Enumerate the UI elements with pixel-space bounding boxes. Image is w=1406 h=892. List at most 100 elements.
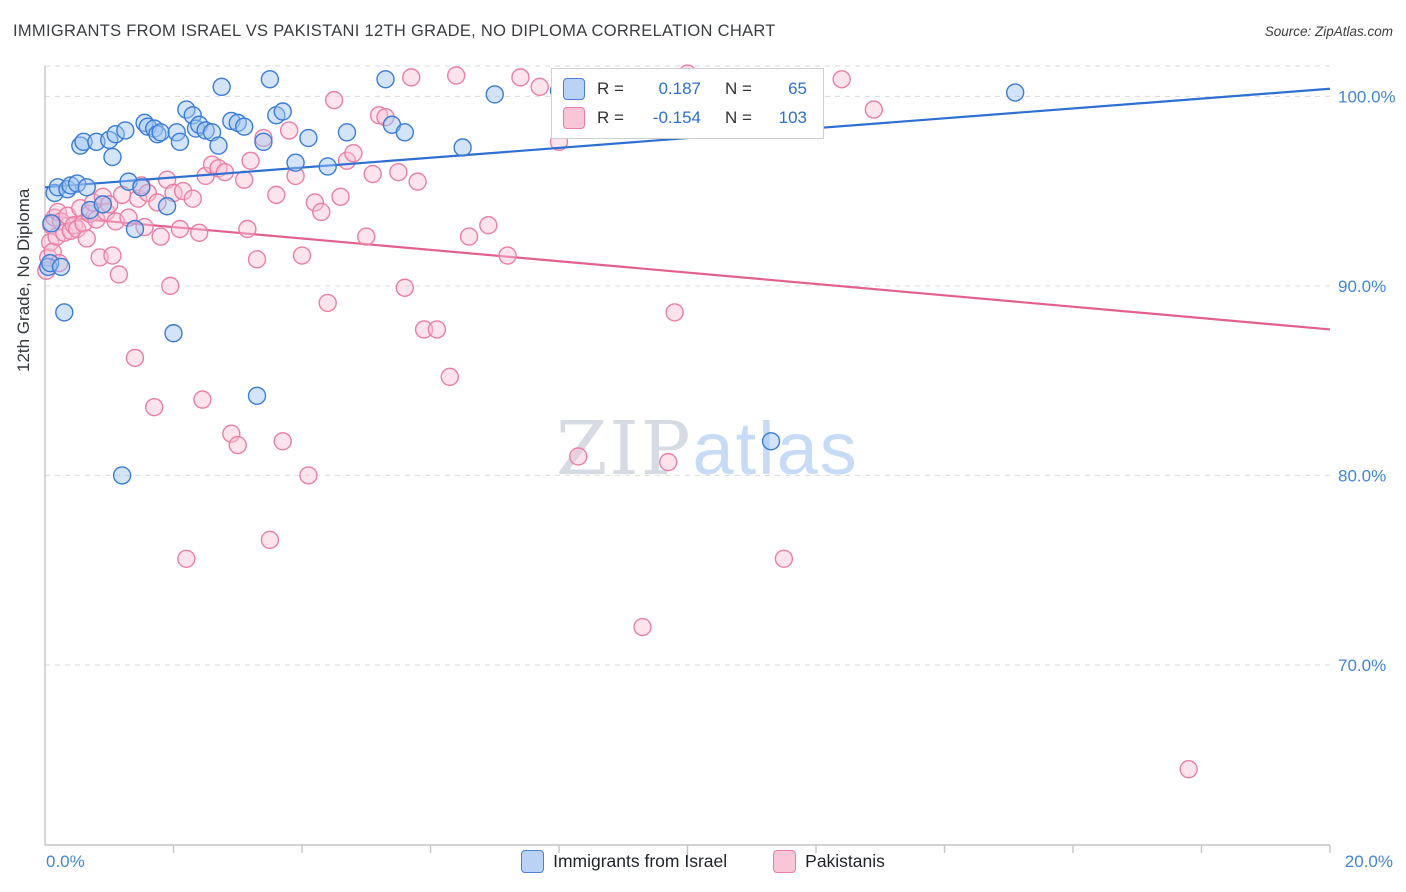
scatter-point-israel[interactable] xyxy=(74,132,93,152)
scatter-point-israel[interactable] xyxy=(164,324,183,343)
scatter-point-pakistanis[interactable] xyxy=(318,293,337,313)
scatter-point-pakistanis[interactable] xyxy=(241,151,260,170)
scatter-point-pakistanis[interactable] xyxy=(363,164,382,184)
page-title: IMMIGRANTS FROM ISRAEL VS PAKISTANI 12TH… xyxy=(13,22,776,40)
scatter-point-israel[interactable] xyxy=(157,197,177,216)
scatter-point-pakistanis[interactable] xyxy=(511,68,530,87)
scatter-point-pakistanis[interactable] xyxy=(119,208,138,227)
scatter-point-israel[interactable] xyxy=(286,153,305,172)
scatter-point-pakistanis[interactable] xyxy=(273,432,292,451)
scatter-point-israel[interactable] xyxy=(55,303,74,322)
scatter-point-israel[interactable] xyxy=(67,174,87,193)
scatter-point-pakistanis[interactable] xyxy=(177,549,196,568)
scatter-point-pakistanis[interactable] xyxy=(234,170,254,189)
scatter-point-pakistanis[interactable] xyxy=(389,162,408,182)
scatter-point-israel[interactable] xyxy=(453,138,472,157)
scatter-point-israel[interactable] xyxy=(376,70,395,89)
scatter-point-pakistanis[interactable] xyxy=(145,397,164,417)
scatter-point-pakistanis[interactable] xyxy=(279,121,299,140)
scatter-point-pakistanis[interactable] xyxy=(440,367,459,387)
scatter-point-israel[interactable] xyxy=(61,176,80,195)
scatter-point-israel[interactable] xyxy=(116,121,135,140)
scatter-point-pakistanis[interactable] xyxy=(193,390,212,409)
scatter-point-pakistanis[interactable] xyxy=(299,466,318,485)
scatter-point-israel[interactable] xyxy=(395,123,414,142)
scatter-point-israel[interactable] xyxy=(318,157,337,176)
scatter-point-israel[interactable] xyxy=(106,125,125,144)
scatter-point-pakistanis[interactable] xyxy=(633,617,652,637)
scatter-point-israel[interactable] xyxy=(51,257,71,277)
scatter-point-pakistanis[interactable] xyxy=(427,320,447,339)
scatter-point-israel[interactable] xyxy=(1005,83,1025,102)
scatter-point-pakistanis[interactable] xyxy=(864,100,884,119)
n-label: N = xyxy=(725,108,752,127)
scatter-point-israel[interactable] xyxy=(337,123,357,142)
scatter-point-israel[interactable] xyxy=(260,70,280,89)
scatter-point-israel[interactable] xyxy=(103,147,122,167)
scatter-point-israel[interactable] xyxy=(254,132,273,152)
scatter-point-pakistanis[interactable] xyxy=(447,66,466,85)
scatter-point-pakistanis[interactable] xyxy=(183,189,202,208)
scatter-point-pakistanis[interactable] xyxy=(87,210,106,229)
scatter-point-pakistanis[interactable] xyxy=(189,223,209,242)
scatter-point-pakistanis[interactable] xyxy=(170,219,190,239)
scatter-point-israel[interactable] xyxy=(132,178,151,197)
scatter-point-pakistanis[interactable] xyxy=(312,202,331,222)
scatter-point-israel[interactable] xyxy=(196,121,215,140)
scatter-point-israel[interactable] xyxy=(125,219,145,239)
scatter-point-pakistanis[interactable] xyxy=(402,68,421,87)
scatter-point-israel[interactable] xyxy=(42,214,61,233)
scatter-point-israel[interactable] xyxy=(485,85,504,104)
scatter-point-pakistanis[interactable] xyxy=(238,219,257,239)
scatter-point-pakistanis[interactable] xyxy=(151,227,170,246)
scatter-point-israel[interactable] xyxy=(273,102,292,121)
scatter-point-israel[interactable] xyxy=(299,128,318,148)
scatter-point-israel[interactable] xyxy=(112,466,132,485)
scatter-point-pakistanis[interactable] xyxy=(228,435,247,455)
scatter-point-pakistanis[interactable] xyxy=(103,246,122,265)
scatter-point-pakistanis[interactable] xyxy=(395,278,414,297)
scatter-point-pakistanis[interactable] xyxy=(247,250,267,269)
scatter-point-pakistanis[interactable] xyxy=(109,265,129,284)
scatter-point-pakistanis[interactable] xyxy=(414,320,434,339)
scatter-point-pakistanis[interactable] xyxy=(292,246,312,265)
scatter-point-israel[interactable] xyxy=(209,136,228,155)
scatter-point-pakistanis[interactable] xyxy=(77,229,96,248)
scatter-point-pakistanis[interactable] xyxy=(100,195,119,214)
scatter-point-pakistanis[interactable] xyxy=(479,216,498,235)
scatter-point-pakistanis[interactable] xyxy=(665,303,684,322)
scatter-point-pakistanis[interactable] xyxy=(569,447,588,466)
scatter-point-pakistanis[interactable] xyxy=(498,246,517,265)
scatter-point-pakistanis[interactable] xyxy=(408,172,427,191)
scatter-point-israel[interactable] xyxy=(77,178,96,197)
scatter-point-pakistanis[interactable] xyxy=(1179,759,1198,779)
scatter-point-pakistanis[interactable] xyxy=(357,227,376,246)
scatter-point-pakistanis[interactable] xyxy=(331,187,350,206)
y-axis-title: 12th Grade, No Diploma xyxy=(14,188,33,372)
scatter-point-pakistanis[interactable] xyxy=(148,193,167,212)
scatter-point-pakistanis[interactable] xyxy=(832,70,851,89)
correlation-legend: R = 0.187 N = 65 R = -0.154 N = 103 xyxy=(551,68,824,139)
scatter-point-pakistanis[interactable] xyxy=(344,143,363,163)
scatter-point-pakistanis[interactable] xyxy=(161,276,180,296)
scatter-point-pakistanis[interactable] xyxy=(459,227,479,246)
scatter-point-israel[interactable] xyxy=(247,386,267,405)
scatter-point-pakistanis[interactable] xyxy=(222,424,241,443)
scatter-point-israel[interactable] xyxy=(170,132,190,152)
scatter-point-israel[interactable] xyxy=(234,117,254,136)
scatter-point-pakistanis[interactable] xyxy=(260,530,280,550)
scatter-point-israel[interactable] xyxy=(212,77,231,97)
scatter-point-pakistanis[interactable] xyxy=(659,452,678,472)
scatter-point-pakistanis[interactable] xyxy=(774,549,794,568)
scatter-point-pakistanis[interactable] xyxy=(267,185,286,205)
scatter-point-israel[interactable] xyxy=(40,253,60,273)
scatter-point-israel[interactable] xyxy=(761,432,781,451)
scatter-point-pakistanis[interactable] xyxy=(173,181,193,201)
scatter-point-pakistanis[interactable] xyxy=(530,77,549,97)
scatter-point-pakistanis[interactable] xyxy=(305,193,325,212)
scatter-point-pakistanis[interactable] xyxy=(125,348,145,368)
scatter-point-israel[interactable] xyxy=(93,195,113,214)
scatter-point-pakistanis[interactable] xyxy=(324,90,344,110)
scatter-point-pakistanis[interactable] xyxy=(369,106,389,125)
scatter-point-israel[interactable] xyxy=(151,123,170,142)
